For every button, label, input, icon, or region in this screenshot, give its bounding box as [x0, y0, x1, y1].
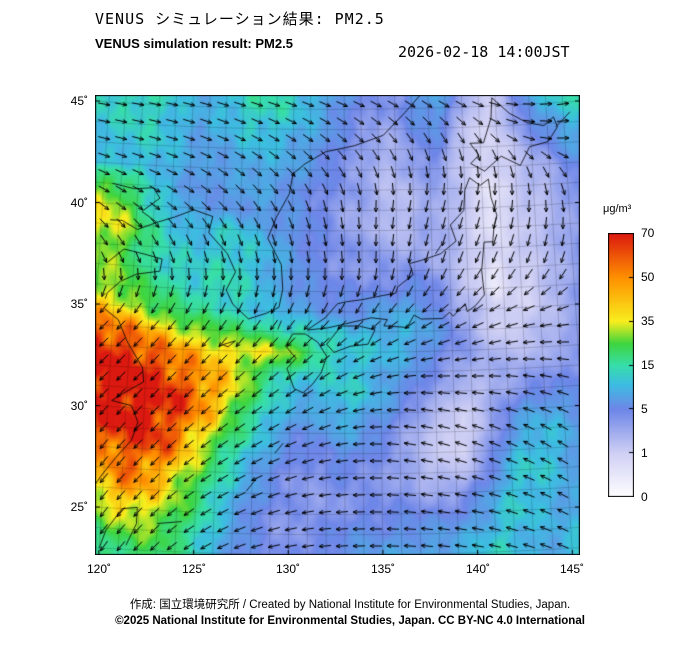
colorbar-tick-label: 1 [641, 446, 648, 460]
colorbar-tick-label: 5 [641, 402, 648, 416]
colorbar-tick-label: 70 [641, 226, 655, 240]
colorbar-unit-label: μg/m³ [603, 203, 632, 215]
lon-tick-label: 130˚ [275, 562, 301, 576]
lon-tick-label: 135˚ [370, 562, 396, 576]
lat-tick-label: 30˚ [70, 399, 88, 413]
pm25-heatmap-wind-map [95, 95, 580, 555]
page-title-english: VENUS simulation result: PM2.5 [95, 36, 293, 51]
lon-tick-label: 140˚ [465, 562, 491, 576]
lat-tick-label: 40˚ [70, 196, 88, 210]
colorbar-tick-label: 0 [641, 490, 648, 504]
lat-tick-label: 35˚ [70, 297, 88, 311]
lat-tick-label: 25˚ [70, 500, 88, 514]
lon-tick-label: 145˚ [559, 562, 585, 576]
datetime-label: 2026-02-18 14:00JST [398, 43, 570, 61]
lat-tick-label: 45˚ [70, 94, 88, 108]
lon-tick-label: 120˚ [86, 562, 112, 576]
colorbar-tick-label: 50 [641, 270, 655, 284]
colorbar-tick-label: 15 [641, 358, 655, 372]
lon-tick-label: 125˚ [181, 562, 207, 576]
footer-credit: 作成: 国立環境研究所 / Created by National Instit… [129, 599, 571, 611]
footer-license: ©2025 National Institute for Environment… [115, 615, 585, 627]
page-title-japanese: VENUS シミュレーション結果: PM2.5 [95, 10, 385, 28]
colorbar-tick-label: 35 [641, 314, 655, 328]
colorbar-gradient [608, 233, 634, 497]
